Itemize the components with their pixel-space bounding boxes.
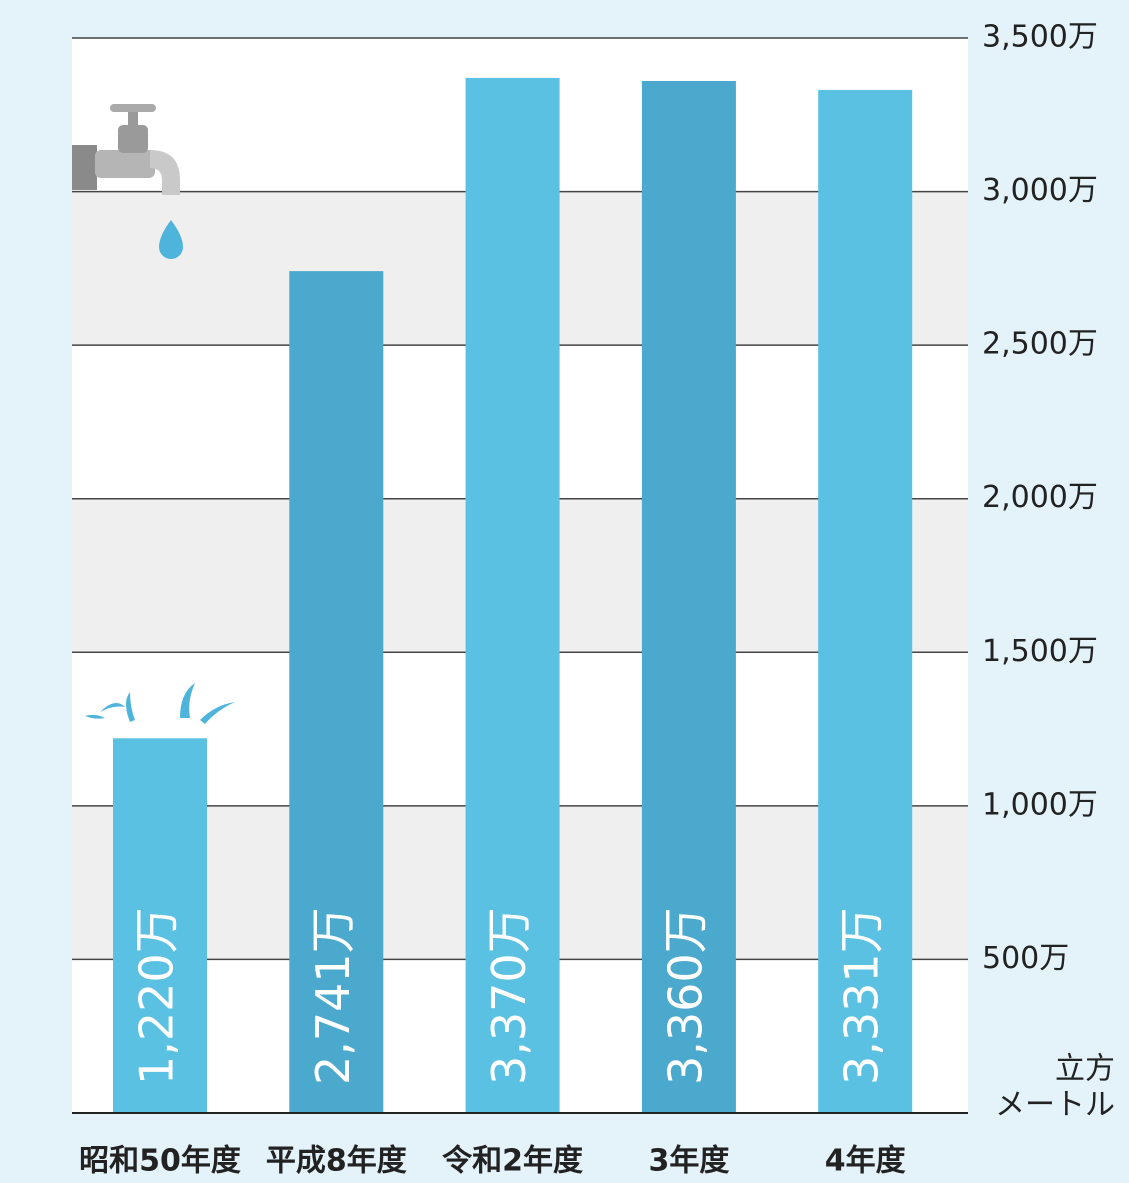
value-label: 2,741万	[306, 907, 360, 1085]
x-tick-label: 4年度	[825, 1144, 906, 1179]
y-tick-label: 1,000万	[982, 787, 1098, 822]
y-unit-label: メートル	[995, 1088, 1115, 1123]
chart: 500万 1,000万 1,500万 2,000万 2,500万 3,000万 3,500万…	[0, 0, 1129, 1183]
value-label: 3,360万	[658, 907, 712, 1085]
y-tick-label: 1,500万	[982, 634, 1098, 669]
y-unit-label: 立方	[1055, 1052, 1115, 1087]
value-label: 1,220万	[130, 907, 184, 1085]
y-tick-label: 500万	[982, 941, 1069, 976]
y-tick-label: 2,000万	[982, 480, 1098, 515]
y-tick-label: 2,500万	[982, 327, 1098, 362]
x-tick-label: 令和2年度	[442, 1144, 583, 1179]
y-tick-label: 3,500万	[982, 20, 1098, 55]
x-tick-label: 昭和50年度	[79, 1144, 241, 1179]
value-label: 3,370万	[482, 907, 536, 1085]
value-label: 3,331万	[835, 907, 889, 1085]
x-tick-label: 平成8年度	[266, 1144, 407, 1179]
y-tick-label: 3,000万	[982, 173, 1098, 208]
x-tick-label: 3年度	[648, 1144, 729, 1179]
